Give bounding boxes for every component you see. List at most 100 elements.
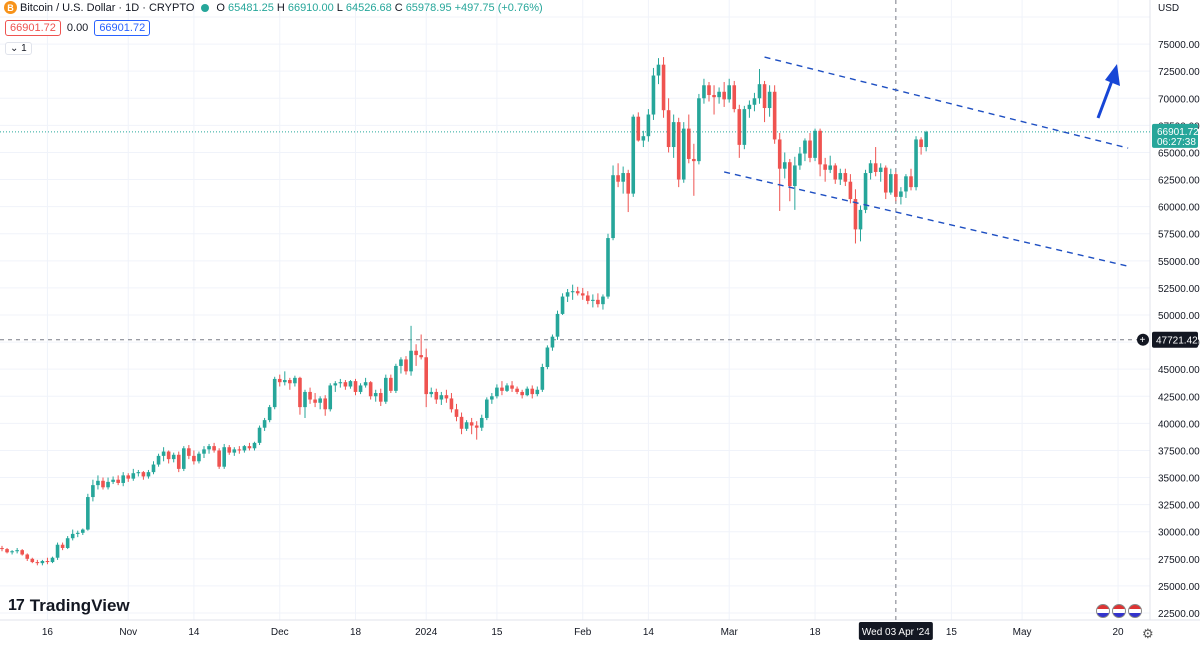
candle-body [762,84,767,109]
breakout-arrow[interactable] [1096,64,1120,119]
candle [348,380,353,389]
candle-body [495,387,499,397]
candle [293,375,297,387]
candle-body [742,109,747,145]
time-tick-label: Mar [721,627,739,638]
candle [687,114,691,164]
candle [65,536,70,550]
buy-button[interactable]: 66901.72 [94,20,151,36]
price-tick-label: 37500.00 [1158,446,1200,457]
candle [479,414,484,431]
candle [717,87,721,104]
candle-body [277,378,282,383]
indicators-toggle[interactable]: ⌄ 1 [5,42,32,55]
session-flags[interactable] [1096,604,1142,618]
candle [202,446,206,459]
time-tick-label: 14 [643,627,655,638]
candle [485,397,489,421]
candle-body [25,554,30,559]
currency-label[interactable]: USD [1158,3,1180,14]
low-value: 64526.68 [345,1,392,14]
channel-lower-line[interactable] [723,171,1129,267]
candle-body [247,446,252,449]
candle [151,461,156,475]
price-tick-label: 35000.00 [1158,474,1200,485]
low-label: L [336,1,343,14]
tradingview-logo[interactable]: 17 TradingView [8,596,130,616]
candle-body [227,447,232,453]
time-tick-label: 2024 [415,627,438,638]
candle [212,442,216,453]
candle-body [616,175,620,182]
price-tick-label: 50000.00 [1158,311,1200,322]
candle-body [924,131,928,148]
candle [565,288,570,302]
candle [853,189,858,244]
channel-upper-line[interactable] [764,56,1129,149]
candle-body [873,163,878,172]
candle-body [404,359,408,372]
candle [767,85,772,117]
candle-body [136,472,141,474]
candle-body [232,449,237,453]
candle [772,85,777,144]
candle [338,378,343,388]
candle [308,387,312,404]
candle [434,388,439,404]
candle [848,174,853,204]
candle-body [515,388,519,392]
candle-body [65,538,70,548]
candle [894,171,898,202]
candle [606,233,610,299]
candle [55,542,60,560]
candle-body [308,391,312,400]
time-axis[interactable]: 16 Nov 14 Dec 18 2024 15 Feb 14 Mar 18 15 May 20 [42,627,1124,638]
candle-body [81,529,85,533]
price-tick-label: 40000.00 [1158,419,1200,430]
candle-body [656,64,661,76]
candle-body [272,378,277,408]
candle [570,284,575,300]
candle-body [298,377,302,408]
market-status-icon[interactable] [201,3,210,12]
add-alert-icon[interactable] [1137,333,1149,346]
candle-body [636,116,641,141]
cursor-price-tag[interactable]: +47721.42 [1137,331,1198,348]
candle [575,286,580,296]
candle [732,80,737,113]
candle [752,92,757,112]
candle [384,374,388,404]
candle-body [752,98,757,105]
symbol-name[interactable]: Bitcoin / U.S. Dollar · 1D · CRYPTO [20,1,195,14]
candle [666,98,671,153]
price-tick-label: 42500.00 [1158,392,1200,403]
candle-body [252,442,257,449]
candle-body [540,367,545,390]
candle [277,374,282,387]
candle-body [565,292,570,297]
candle-body [40,560,45,564]
candle [803,138,807,162]
candle-body [808,140,812,158]
candle [227,445,232,455]
candle-body [5,549,9,553]
candle-body [485,399,489,418]
candle-body [50,557,55,563]
candle-body [621,173,625,182]
candle-body [267,407,272,421]
candle [697,93,701,165]
candle [747,100,752,118]
candle-body [919,139,923,148]
gear-icon[interactable]: ⚙ [1142,626,1154,641]
sell-button[interactable]: 66901.72 [5,20,61,36]
candle [45,557,50,565]
candle-body [717,91,721,98]
candle-body [338,382,343,384]
time-tick-label: Dec [271,627,289,638]
time-tick-label: Feb [574,627,592,638]
candle [515,386,519,395]
candle [207,443,211,454]
candle-body [646,114,651,137]
candle [242,445,247,453]
